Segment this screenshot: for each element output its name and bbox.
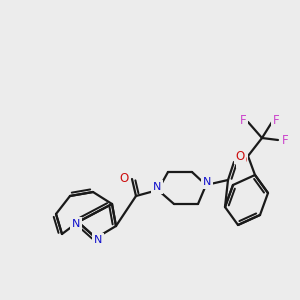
Text: F: F [273,113,279,127]
Text: N: N [203,177,211,187]
Text: O: O [119,172,129,185]
Text: F: F [282,134,288,148]
Text: O: O [236,149,244,163]
Text: N: N [72,219,80,229]
Text: F: F [240,113,246,127]
Text: N: N [94,235,102,245]
Text: O: O [237,154,247,166]
Text: N: N [153,182,161,192]
